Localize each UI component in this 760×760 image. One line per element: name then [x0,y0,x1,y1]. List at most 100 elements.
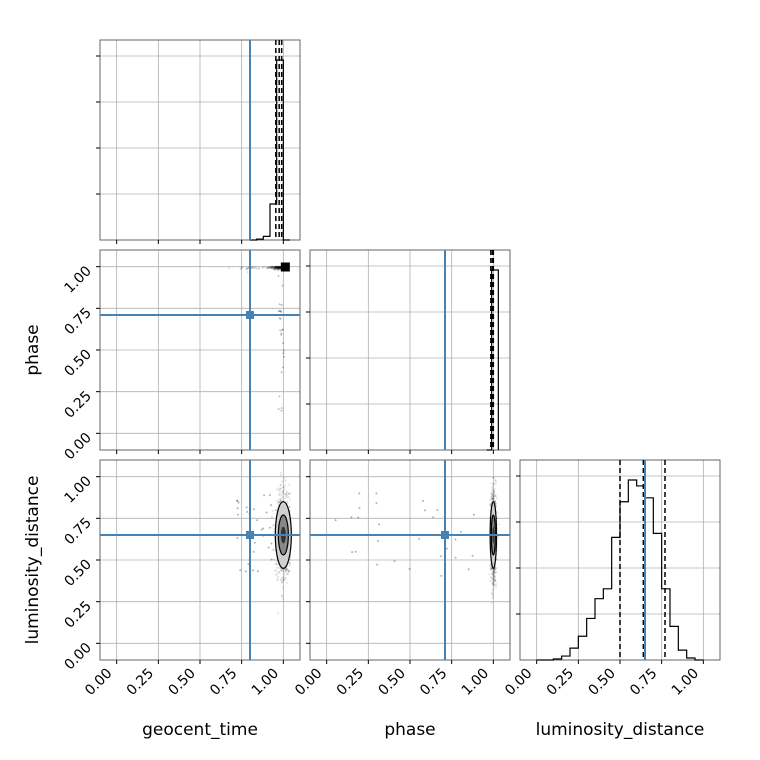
sample-point [279,497,282,500]
sample-point [492,497,495,500]
x-tick-label: 0.75 [627,666,660,699]
sample-point [281,595,284,598]
sample-point [492,579,495,582]
sample-point [247,563,250,566]
sample-point [274,509,277,512]
sample-point [253,541,256,544]
truth-marker [246,531,254,539]
sample-point [492,572,495,575]
sample-point [489,575,492,578]
sample-point [276,501,279,504]
sample-point [278,498,281,501]
sample-point [244,570,247,573]
sample-point [276,265,279,268]
sample-point [280,569,283,572]
sample-point [279,499,282,502]
x-label-phase: phase [384,720,435,740]
sample-point [287,569,290,572]
sample-point [418,537,421,540]
sample-point [493,572,496,575]
sample-point [492,491,495,494]
sample-point [278,267,281,270]
sample-point [246,510,249,513]
sample-point [492,489,495,492]
sample-point [268,266,271,269]
sample-point [275,266,278,269]
sample-point [286,572,289,575]
sample-point [276,265,279,268]
sample-point [489,568,492,571]
sample-point [277,266,280,269]
sample-point [276,266,279,269]
sample-point [277,266,280,269]
sample-point [252,550,255,553]
sample-point [491,494,494,497]
sample-point [285,570,288,573]
sample-point [278,571,281,574]
sample-point [281,491,284,494]
sample-point [273,266,276,269]
sample-point [492,496,495,499]
sample-point [275,267,278,270]
y-tick-label: 0.75 [61,305,94,338]
sample-point [274,267,277,270]
sample-point [276,266,279,269]
sample-point [241,266,244,269]
sample-point [277,268,280,271]
sample-point [270,266,273,269]
sample-point [495,567,498,570]
sample-point [272,524,275,527]
sample-point [490,567,493,570]
sample-point [270,267,273,270]
sample-point [277,267,280,270]
sample-point [289,558,291,561]
sample-point [494,571,497,574]
sample-point [288,565,291,568]
sample-point [285,581,288,584]
sample-point [492,574,495,577]
sample-point [493,476,496,479]
sample-point [279,266,282,269]
sample-point [275,563,278,566]
sample-point [279,317,282,320]
sample-point [276,266,279,269]
sample-point [492,497,495,500]
sample-point [276,266,279,269]
sample-point [493,568,496,571]
sample-point [285,568,288,571]
sample-point [273,531,276,534]
histogram-step-geocent_time [250,59,290,241]
sample-point [273,267,276,270]
sample-point [492,577,495,580]
sample-point [250,266,253,269]
sample-point [282,355,285,358]
sample-point [284,484,287,487]
sample-point [280,407,283,410]
sample-point [246,271,249,274]
sample-point [491,594,494,597]
sample-point [278,265,281,268]
sample-point [277,488,280,491]
sample-point [279,484,282,487]
sample-point [489,567,492,570]
sample-point [495,570,498,573]
sample-point [270,542,273,545]
sample-point [268,266,271,269]
y-tick-label: 0.00 [61,430,94,463]
sample-point [490,602,493,605]
sample-point [274,265,277,268]
sample-point [354,550,357,553]
sample-point [280,579,283,582]
sample-point [281,569,284,572]
sample-point [494,495,497,498]
sample-point [493,571,496,574]
sample-point [275,488,278,491]
sample-point [282,598,285,601]
sample-point [271,267,274,270]
sample-point [267,266,270,269]
sample-point [274,268,277,271]
sample-point [491,589,494,592]
sample-point [273,266,276,269]
sample-point [493,493,496,496]
